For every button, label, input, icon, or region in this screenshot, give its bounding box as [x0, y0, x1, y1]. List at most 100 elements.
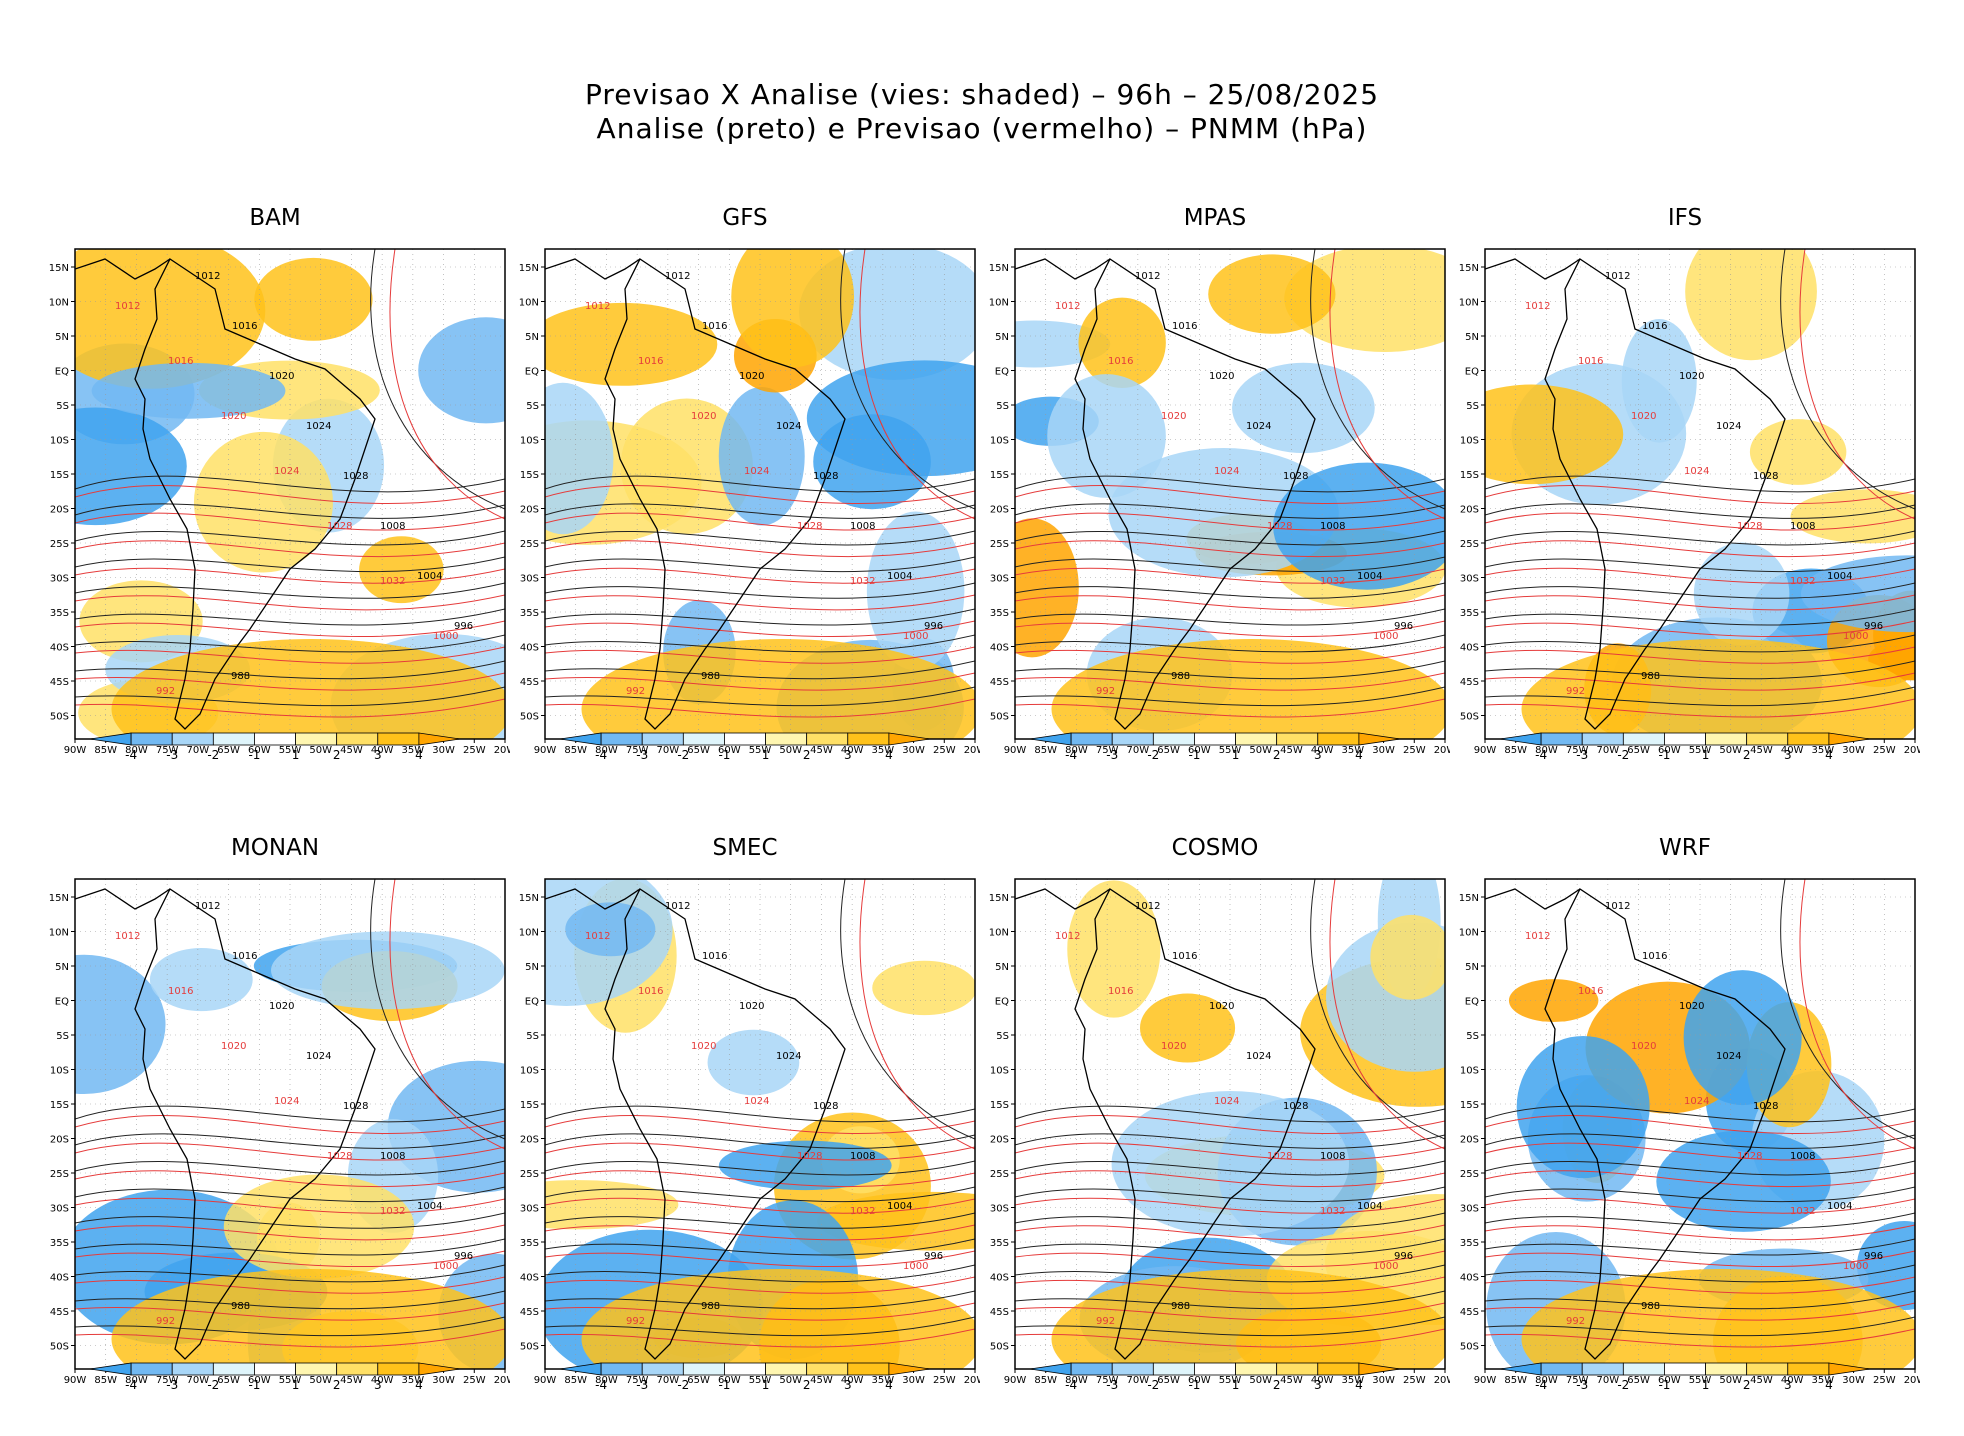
analysis-isobar [545, 1105, 975, 1123]
forecast-contour-label: 1028 [797, 521, 822, 532]
colorbar-label: 2 [1273, 1378, 1281, 1392]
colorbar-label: 3 [374, 1378, 382, 1392]
analysis-contour-label: 1024 [776, 1051, 801, 1062]
analysis-isobar [1485, 1238, 1915, 1256]
forecast-isobar [1015, 1115, 1445, 1135]
x-tick-label: 25W [463, 1375, 486, 1386]
analysis-contour-label: 1020 [1209, 371, 1234, 382]
analysis-contour-label: 1028 [813, 471, 838, 482]
forecast-isobar [1015, 698, 1445, 718]
colorbar-segment [1540, 732, 1583, 746]
forecast-contour-label: 1000 [903, 1261, 928, 1272]
colorbar-label: -4 [1535, 748, 1547, 762]
bias-blob [418, 317, 505, 424]
y-tick-label: 35S [990, 608, 1009, 619]
colorbar-label: 4 [415, 1378, 423, 1392]
colorbar-label: 4 [1825, 748, 1833, 762]
forecast-contour-label: 992 [1566, 1316, 1585, 1327]
x-tick-label: 45W [340, 745, 363, 756]
x-tick-label: 65W [687, 745, 710, 756]
analysis-contour-label: 1016 [702, 321, 727, 332]
colorbar-segment [682, 732, 725, 746]
coastline [75, 258, 171, 280]
colorbar-label: -3 [1106, 748, 1118, 762]
y-tick-label: EQ [525, 997, 539, 1008]
x-tick-label: 20W [964, 1375, 980, 1386]
forecast-isobar [75, 567, 505, 584]
y-tick-label: 25S [990, 1169, 1009, 1180]
y-tick-label: 40S [520, 643, 539, 654]
y-tick-label: 15N [49, 263, 69, 274]
bias-blob [359, 536, 444, 604]
x-tick-label: 55W [279, 745, 302, 756]
forecast-isobar [1485, 1115, 1915, 1135]
analysis-isobar [1015, 686, 1445, 707]
colorbar-segment [765, 732, 808, 746]
analysis-isobar [75, 1186, 505, 1203]
colorbar-label: 4 [885, 748, 893, 762]
x-tick-label: 35W [402, 745, 425, 756]
colorbar-segment [1152, 732, 1195, 746]
analysis-isobar [1485, 1105, 1915, 1123]
forecast-isobar [1015, 512, 1445, 531]
analysis-contour-label: 1012 [1135, 271, 1160, 282]
colorbar-label: -3 [1576, 748, 1588, 762]
colorbar: -4 -3 -2 -1 1 2 3 4 [1499, 1362, 1871, 1392]
colorbar-segment [888, 732, 931, 746]
x-tick-label: 20W [494, 745, 510, 756]
forecast-isobar [545, 646, 975, 664]
forecast-contour-label: 1000 [1843, 1261, 1868, 1272]
bias-blob [731, 249, 855, 368]
x-tick-label: 90W [64, 745, 87, 756]
coastline [1074, 258, 1316, 730]
analysis-isobar [75, 1105, 505, 1123]
colorbar-segment [765, 1362, 808, 1376]
x-tick-label: 85W [1504, 1375, 1527, 1386]
analysis-contour-label: 1016 [1642, 951, 1667, 962]
x-tick-label: 55W [1689, 1375, 1712, 1386]
analysis-contour-label: 996 [924, 621, 943, 632]
analysis-isobar [545, 530, 975, 546]
forecast-contour-label: 992 [1096, 686, 1115, 697]
colorbar-segment [806, 732, 849, 746]
forecast-isobar [1485, 1276, 1915, 1294]
analysis-contour-label: 1020 [269, 371, 294, 382]
colorbar-segment [1194, 1362, 1236, 1376]
y-tick-label: 10N [49, 298, 69, 309]
bias-blob [1078, 297, 1166, 388]
x-tick-label: 65W [217, 745, 240, 756]
forecast-contour-label: 1032 [850, 1206, 875, 1217]
forecast-contour-label: 1032 [1790, 1206, 1815, 1217]
x-tick-label: 40W [1311, 1375, 1334, 1386]
bias-blob [1015, 518, 1079, 658]
x-tick-label: 55W [1219, 1375, 1242, 1386]
analysis-isobar [1485, 1160, 1915, 1176]
y-tick-label: 30S [1460, 1204, 1479, 1215]
colorbar-label: 2 [333, 1378, 341, 1392]
colorbar-segment [1499, 732, 1542, 746]
bias-blob [1656, 1130, 1831, 1232]
x-tick-label: 60W [1658, 1375, 1681, 1386]
colorbar-segment [1235, 1362, 1278, 1376]
forecast-contour-label: 1012 [1055, 931, 1080, 942]
x-tick-label: 50W [1249, 1375, 1272, 1386]
analysis-isobar [545, 503, 975, 519]
y-tick-label: 50S [50, 1342, 69, 1353]
forecast-isobar [389, 879, 505, 1150]
panel-mpas: MPAS 1012 1016 1020 1024 1028 1008 1004 996 988 10… [980, 205, 1450, 805]
x-tick-label: 45W [1280, 745, 1303, 756]
forecast-isobar [1015, 1142, 1445, 1161]
x-tick-label: 70W [1127, 1375, 1150, 1386]
colorbar-label: -3 [636, 1378, 648, 1392]
bias-blob [565, 902, 656, 957]
analysis-isobar [75, 1212, 505, 1229]
forecast-contour-label: 1024 [1684, 466, 1709, 477]
analysis-isobar [545, 634, 975, 653]
x-tick-label: 45W [1280, 1375, 1303, 1386]
y-tick-label: 5N [995, 332, 1009, 343]
forecast-contour-label: 1016 [638, 986, 663, 997]
colorbar-segment [682, 1362, 725, 1376]
colorbar-segment [847, 732, 890, 746]
x-tick-label: 55W [749, 745, 772, 756]
colorbar: -4 -3 -2 -1 1 2 3 4 [1029, 1362, 1401, 1392]
